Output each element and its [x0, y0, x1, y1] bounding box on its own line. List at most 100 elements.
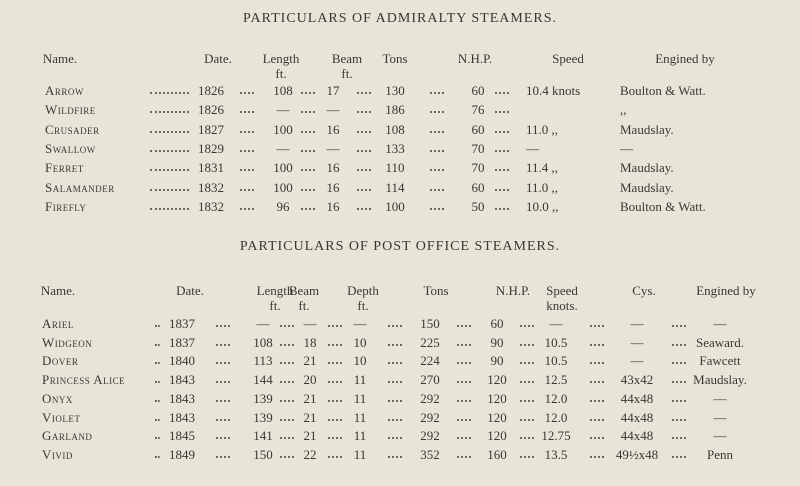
cell: 1837 [169, 316, 195, 331]
column-header: Length [262, 51, 300, 66]
cell: 11 [353, 428, 367, 444]
cell: 12.0 [544, 409, 568, 425]
dot-leader [328, 455, 342, 458]
dot-leader [328, 399, 342, 402]
column-header: N.H.P. [457, 51, 493, 66]
cell: Seaward. [695, 334, 745, 350]
column-header: Name. [40, 283, 76, 298]
ship-name: Ariel [42, 316, 74, 331]
cell: 120 [487, 409, 507, 425]
cell: 11 [353, 390, 367, 406]
dot-leader [388, 325, 402, 327]
column-unit: knots. [546, 298, 578, 313]
ship-name: Violet [42, 409, 81, 425]
cell: — [549, 316, 563, 331]
cell: — [303, 316, 317, 331]
dot-leader [589, 325, 604, 327]
dot-leader [456, 399, 471, 402]
cell: 150 [420, 316, 440, 331]
column-header: Length [256, 283, 294, 298]
dot-leader [388, 362, 402, 365]
ship-name: Dover [42, 353, 79, 369]
cell: 70 [471, 140, 485, 156]
cell: 11 [353, 446, 367, 462]
cell: 150 [253, 446, 273, 462]
ship-name: Firefly [45, 198, 87, 214]
ship-name: Ferret [45, 160, 84, 176]
dot-leader [388, 381, 402, 384]
cell: 10.4 knots [526, 83, 581, 98]
dot-leader [495, 188, 509, 191]
cell: 1826 [198, 102, 224, 118]
dot-leader [456, 437, 471, 440]
ship-name: Arrow [45, 83, 84, 98]
dot-leader [215, 455, 230, 458]
dot-leader [150, 207, 189, 210]
dot-leader [456, 362, 471, 365]
dot-leader [589, 343, 604, 346]
cell: 100 [273, 160, 293, 176]
column-unit: ft. [269, 298, 281, 313]
cell: 90 [490, 353, 504, 369]
dot-leader [279, 399, 294, 402]
cell: 50 [471, 198, 485, 214]
cell: 60 [471, 121, 485, 137]
cell: 139 [253, 390, 273, 406]
cell: 1843 [169, 372, 195, 388]
cell: — [713, 428, 727, 444]
column-header: Engined by [655, 51, 715, 66]
dot-leader [357, 207, 371, 210]
cell: 113 [253, 353, 273, 369]
dot-leader [388, 418, 402, 421]
cell: 22 [303, 446, 317, 462]
dot-leader [240, 149, 254, 152]
cell: 16 [326, 121, 340, 137]
cell: — [630, 353, 644, 369]
cell: 11.4 ,, [526, 160, 559, 176]
cell: 21 [303, 428, 317, 444]
dot-leader [279, 418, 294, 421]
cell: Maudslay. [693, 372, 747, 388]
cell: — [630, 334, 644, 350]
dot-leader [519, 381, 534, 384]
cell: 224 [420, 353, 440, 369]
column-header: Tons [423, 283, 449, 298]
table-title: PARTICULARS OF ADMIRALTY STEAMERS. [243, 11, 557, 26]
dot-leader [429, 111, 444, 114]
dot-leader [589, 399, 604, 402]
cell: ,, [620, 102, 627, 118]
dot-leader [671, 418, 686, 421]
dot-leader [279, 362, 294, 365]
column-header: Tons [382, 51, 408, 66]
dot-leader [150, 188, 189, 191]
cell: 100 [385, 198, 405, 214]
dot-leader [301, 130, 315, 133]
cell: 11.0 ,, [526, 179, 559, 195]
dot-leader [519, 437, 534, 440]
dot-leader [388, 437, 402, 440]
dot-leader [429, 92, 444, 94]
cell: — [620, 140, 633, 156]
dot-leader [279, 437, 294, 440]
dot-leader [589, 418, 604, 421]
dot-leader [589, 362, 604, 365]
cell: 292 [420, 428, 440, 444]
cell: 12.0 [544, 390, 568, 406]
cell: 1843 [169, 409, 195, 425]
cell: — [526, 140, 539, 156]
column-header: Engined by [696, 283, 756, 298]
dot-leader [519, 399, 534, 402]
cell: 60 [471, 179, 485, 195]
dot-leader [456, 343, 471, 346]
cell: 17 [326, 83, 340, 98]
dot-leader [328, 418, 342, 421]
cell: 292 [420, 390, 440, 406]
dot-leader [671, 362, 686, 365]
cell: 10 [353, 334, 367, 350]
column-unit: ft. [298, 298, 310, 313]
column-header: Depth [347, 283, 379, 298]
dot-leader [215, 399, 230, 402]
cell: 1849 [169, 446, 195, 462]
column-header: Beam [288, 283, 320, 298]
cell: 10.5 [544, 334, 568, 350]
